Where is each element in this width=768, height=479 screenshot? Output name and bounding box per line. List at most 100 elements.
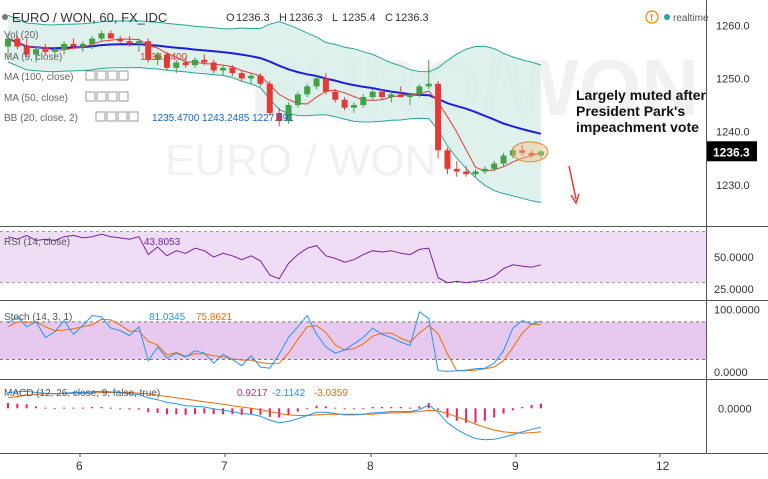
candle-body bbox=[154, 54, 161, 60]
candle-body bbox=[257, 75, 264, 84]
candle-body bbox=[416, 86, 423, 95]
bollinger-lower-line bbox=[7, 61, 541, 203]
info-icon[interactable] bbox=[645, 10, 659, 24]
candle-body bbox=[519, 150, 526, 153]
candle-body bbox=[192, 59, 198, 66]
candle-body bbox=[388, 94, 395, 98]
overlay-ma3-close-icon[interactable] bbox=[107, 91, 118, 102]
macd-signal-line bbox=[7, 392, 541, 434]
rsi-legend-value: 43.8053 bbox=[144, 237, 181, 248]
candle-body bbox=[107, 33, 114, 39]
candle-body bbox=[360, 97, 367, 106]
price-axis-tick-label: 1250.0 bbox=[716, 73, 750, 85]
watermark-text-secondary: EURO / WON bbox=[165, 136, 436, 185]
info-icon-glyph: ! bbox=[650, 13, 653, 24]
moving-average-line bbox=[7, 37, 542, 135]
macd-histogram-bar bbox=[119, 408, 122, 410]
macd-histogram-bar bbox=[306, 408, 309, 410]
bollinger-upper-line bbox=[7, 14, 542, 73]
macd-histogram-bar bbox=[465, 408, 468, 423]
macd-histogram-bar bbox=[91, 406, 94, 409]
macd-histogram-bar bbox=[16, 403, 19, 409]
candle-body bbox=[313, 78, 320, 87]
macd-histogram-bar bbox=[296, 408, 299, 412]
candle-body bbox=[453, 168, 460, 172]
legend-dot-icon bbox=[2, 14, 8, 20]
overlay-ma3-plus-icon[interactable] bbox=[118, 91, 129, 102]
macd-legend-macd-value: -2.1142 bbox=[272, 388, 306, 399]
macd-legend-label: MACD (12, 26, close, 9, false, true) bbox=[4, 388, 160, 399]
price-axis-tick-label: 1230.0 bbox=[716, 180, 750, 192]
macd-histogram-bar bbox=[409, 407, 412, 409]
candle-body bbox=[182, 62, 189, 66]
macd-histogram-bar bbox=[343, 408, 346, 410]
rsi-axis-tick-label: 50.0000 bbox=[714, 252, 754, 264]
realtime-label: realtime bbox=[673, 13, 709, 24]
candle-body bbox=[435, 83, 442, 151]
candle-body bbox=[145, 41, 152, 60]
macd-histogram-bar bbox=[240, 408, 243, 415]
candle-body bbox=[89, 38, 96, 44]
macd-histogram-bar bbox=[427, 403, 430, 409]
overlay-bb-eye-icon[interactable] bbox=[95, 111, 106, 122]
candle-body bbox=[294, 94, 301, 106]
macd-histogram-bar bbox=[203, 408, 206, 414]
candle-body bbox=[5, 38, 11, 47]
candle-body bbox=[491, 163, 498, 169]
candle-body bbox=[33, 49, 40, 55]
ohlc-low-label: L bbox=[332, 12, 338, 24]
symbol-title: EURO / WON, 60, FX_IDC bbox=[12, 10, 167, 25]
candle-body bbox=[500, 155, 507, 164]
candle-body bbox=[528, 152, 535, 156]
realtime-dot-icon bbox=[664, 14, 670, 20]
macd-histogram-bar bbox=[390, 406, 393, 409]
candle-body bbox=[23, 46, 30, 55]
candle-body bbox=[472, 171, 479, 175]
macd-histogram-bar bbox=[278, 408, 281, 418]
last-price-badge bbox=[707, 141, 757, 162]
macd-histogram-bar bbox=[81, 407, 84, 409]
candle-body bbox=[369, 91, 376, 98]
macd-histogram-bar bbox=[53, 408, 56, 410]
macd-legend-signal-value: -3.0359 bbox=[314, 388, 348, 399]
overlay-ma2-gear-icon[interactable] bbox=[96, 70, 107, 81]
overlay-ma2-eye-icon[interactable] bbox=[85, 70, 96, 81]
candle-body bbox=[173, 62, 180, 68]
highlight-ellipse bbox=[511, 141, 549, 163]
candle-body bbox=[341, 99, 348, 108]
macd-histogram-bar bbox=[194, 408, 196, 415]
last-price-value: 1236.3 bbox=[713, 145, 750, 159]
macd-histogram-bar bbox=[502, 408, 505, 414]
candle-body bbox=[14, 38, 21, 47]
macd-histogram-bar bbox=[362, 408, 365, 410]
overlay-ma2-close-icon[interactable] bbox=[107, 70, 118, 81]
macd-histogram-bar bbox=[35, 406, 38, 409]
overlay-bb-close-icon[interactable] bbox=[117, 111, 128, 122]
price-axis-tick-label: 1260.0 bbox=[716, 20, 750, 32]
macd-histogram-bar bbox=[521, 406, 524, 409]
ohlc-high-value: 1236.3 bbox=[289, 12, 323, 24]
annotation-arrow-head bbox=[570, 193, 580, 205]
overlay-bb-plus-icon[interactable] bbox=[128, 111, 139, 122]
overlay-ma2-plus-icon[interactable] bbox=[118, 70, 129, 81]
macd-histogram-bar bbox=[44, 407, 47, 409]
candle-body bbox=[248, 75, 255, 79]
overlay-ma3-gear-icon[interactable] bbox=[96, 91, 107, 102]
candle-body bbox=[126, 41, 133, 44]
annotation-text-line: impeachment vote bbox=[576, 119, 699, 135]
overlay-ma3-eye-icon[interactable] bbox=[85, 91, 96, 102]
candle-body bbox=[537, 151, 544, 156]
macd-histogram-bar bbox=[7, 403, 9, 409]
macd-histogram-bar bbox=[25, 404, 28, 409]
bollinger-band-fill bbox=[8, 15, 541, 203]
macd-histogram-bar bbox=[371, 406, 374, 409]
macd-histogram-bar bbox=[483, 408, 486, 421]
macd-histogram-bar bbox=[63, 407, 66, 409]
candle-body bbox=[51, 49, 58, 52]
stoch-k-value: 81.0345 bbox=[149, 312, 186, 323]
macd-histogram-bar bbox=[511, 408, 514, 411]
candle-body bbox=[509, 150, 516, 156]
ohlc-high-label: H bbox=[279, 12, 287, 24]
overlay-bb-gear-icon[interactable] bbox=[106, 111, 117, 122]
candle-body bbox=[425, 83, 432, 87]
